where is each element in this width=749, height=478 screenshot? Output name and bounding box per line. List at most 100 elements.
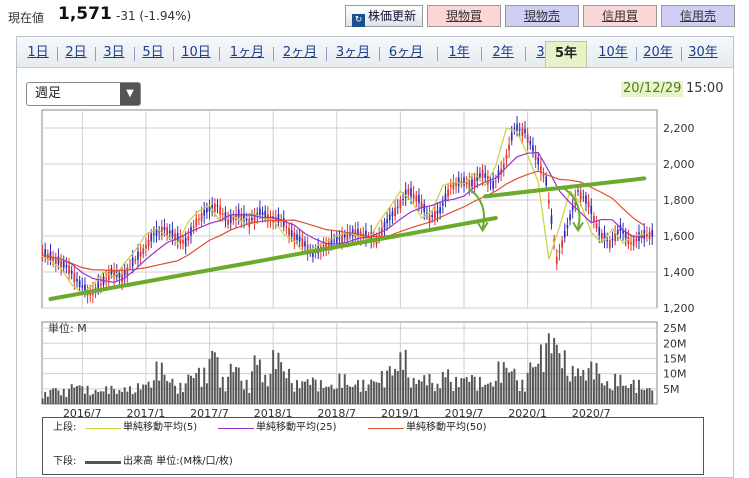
- volume-bar: [486, 383, 489, 404]
- volume-bar: [529, 362, 532, 404]
- down-curve-arrow: [468, 187, 485, 229]
- spot-sell-button[interactable]: 現物売: [505, 5, 579, 27]
- candle-body: [550, 215, 553, 224]
- volume-tick-label: 10M: [663, 368, 687, 381]
- candle-body: [192, 226, 195, 228]
- candle-body: [648, 232, 651, 240]
- tab-1d[interactable]: 1日: [27, 45, 49, 60]
- candle-body: [62, 260, 65, 268]
- volume-bar: [513, 368, 516, 404]
- volume-bar: [439, 388, 442, 404]
- candle-body: [89, 292, 92, 296]
- tab-2y[interactable]: 2年: [492, 45, 514, 60]
- volume-bar: [566, 375, 569, 404]
- volume-bar: [465, 377, 468, 404]
- volume-bar: [375, 382, 378, 404]
- candle-body: [388, 214, 391, 221]
- tab-5d[interactable]: 5日: [142, 45, 164, 60]
- interval-select[interactable]: 週足 ▼: [26, 82, 141, 106]
- volume-bar: [52, 388, 55, 404]
- tab-2m[interactable]: 2ヶ月: [282, 45, 318, 60]
- tab-1y[interactable]: 1年: [448, 45, 470, 60]
- volume-bar: [301, 381, 304, 404]
- tab-3m[interactable]: 3ヶ月: [335, 45, 371, 60]
- volume-bar: [327, 386, 330, 404]
- volume-bar: [542, 372, 545, 404]
- volume-bar: [208, 358, 211, 404]
- volume-bar: [306, 379, 309, 404]
- candle-body: [57, 256, 60, 265]
- candle-body: [630, 242, 632, 245]
- candle-body: [521, 127, 524, 136]
- candle-body: [601, 233, 603, 239]
- candle-body: [105, 278, 108, 280]
- candle-body: [160, 226, 163, 236]
- volume-bar: [258, 359, 261, 404]
- volume-bar: [630, 383, 632, 404]
- tab-2d[interactable]: 2日: [65, 45, 87, 60]
- candle-body: [325, 243, 328, 248]
- spot-buy-button[interactable]: 現物買: [427, 5, 501, 27]
- candle-body: [614, 232, 616, 242]
- candle-body: [394, 207, 396, 217]
- legend-upper-label: 上段:: [53, 422, 77, 433]
- volume-bar: [102, 391, 105, 404]
- candle-body: [304, 241, 306, 247]
- y-tick-label: 2,000: [663, 158, 695, 171]
- candle-body: [555, 256, 558, 264]
- candle-body: [290, 230, 293, 237]
- candle-body: [198, 218, 200, 220]
- margin-buy-button[interactable]: 信用買: [583, 5, 657, 27]
- tab-10d[interactable]: 10日: [181, 45, 211, 60]
- volume-bar: [415, 384, 418, 404]
- margin-sell-button[interactable]: 信用売: [661, 5, 735, 27]
- tab-30y[interactable]: 30年: [688, 45, 718, 60]
- tab-20y[interactable]: 20年: [643, 45, 673, 60]
- volume-bar: [155, 361, 158, 404]
- volume-bar: [123, 387, 126, 404]
- volume-bar: [645, 388, 648, 404]
- volume-bar: [290, 382, 293, 404]
- volume-bar: [590, 361, 593, 404]
- chevron-down-icon[interactable]: ▼: [120, 83, 140, 105]
- volume-bar: [354, 384, 357, 404]
- candle-body: [155, 228, 158, 236]
- volume-bar: [539, 344, 542, 404]
- candle-body: [121, 274, 123, 283]
- candle-body: [423, 204, 426, 212]
- candle-body: [391, 211, 394, 217]
- volume-bar: [624, 385, 627, 404]
- candle-body: [603, 232, 606, 241]
- candle-body: [333, 240, 335, 242]
- volume-bar: [105, 386, 108, 404]
- candle-body: [418, 194, 420, 204]
- volume-bar: [158, 380, 161, 404]
- candle-body: [484, 173, 487, 178]
- current-price-value: 1,571: [58, 4, 112, 24]
- tab-5y[interactable]: 5年: [545, 41, 587, 68]
- volume-bar: [531, 367, 534, 404]
- candle-body: [452, 182, 455, 189]
- legend-ma5: 単純移動平均(5): [123, 422, 198, 433]
- candle-body: [208, 206, 211, 212]
- refresh-price-button[interactable]: ↻ 株価更新: [345, 5, 423, 27]
- volume-bar: [648, 388, 651, 404]
- trendline: [483, 176, 647, 199]
- tab-3d[interactable]: 3日: [103, 45, 125, 60]
- candle-body: [351, 229, 354, 236]
- candle-body: [476, 174, 479, 181]
- legend-ma50-swatch: [368, 428, 404, 429]
- candle-body: [428, 214, 431, 224]
- volume-bar: [372, 381, 375, 404]
- volume-bar: [584, 380, 587, 404]
- candle-body: [444, 193, 447, 201]
- tab-1m[interactable]: 1ヶ月: [229, 45, 265, 60]
- volume-bar: [256, 364, 259, 404]
- tab-10y[interactable]: 10年: [598, 45, 628, 60]
- tab-6m[interactable]: 6ヶ月: [388, 45, 424, 60]
- interval-select-value: 週足: [35, 86, 62, 101]
- volume-bar: [608, 388, 611, 404]
- candle-body: [330, 237, 333, 246]
- volume-bar: [187, 374, 190, 404]
- volume-bar: [433, 391, 436, 404]
